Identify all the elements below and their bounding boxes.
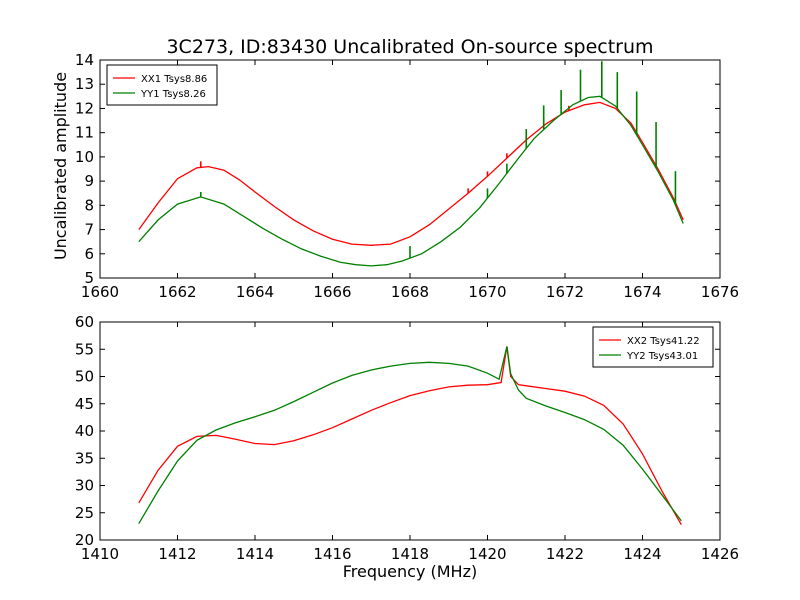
legend-label: YY1 Tsys8.26	[140, 89, 206, 100]
x-tick-label: 1662	[158, 283, 196, 301]
y-tick-label: 20	[75, 531, 94, 549]
x-tick-label: 1424	[623, 545, 661, 563]
x-tick-label: 1672	[546, 283, 584, 301]
top-plot: 1660 1662 1664 1666 1668 1670 1672 1674 1676 5 6 7 8…	[75, 51, 739, 301]
y-axis-label: Uncalibrated amplitude	[51, 72, 70, 260]
y-tick-label: 30	[75, 477, 94, 495]
y-tick-label: 60	[75, 313, 94, 331]
y-tick-label: 50	[75, 368, 94, 386]
y-tick-label: 40	[75, 422, 94, 440]
top-legend	[106, 64, 218, 106]
x-tick-label: 1660	[81, 283, 119, 301]
y-tick-label: 7	[84, 221, 94, 239]
x-tick-label: 1676	[701, 283, 739, 301]
series-line-bottom-1	[138, 346, 682, 526]
y-tick-label: 8	[84, 196, 94, 214]
legend-label: YY2 Tsys43.01	[626, 351, 698, 362]
x-tick-label: 1418	[391, 545, 429, 563]
x-tick-label: 1422	[546, 545, 584, 563]
y-tick-label: 45	[75, 395, 94, 413]
y-tick-label: 13	[75, 75, 94, 93]
bottom-legend	[592, 326, 714, 368]
x-tick-label: 1670	[468, 283, 506, 301]
y-tick-label: 55	[75, 340, 94, 358]
x-tick-label: 1666	[313, 283, 351, 301]
y-tick-label: 9	[84, 172, 94, 190]
bottom-plot: 1410 1412 1414 1416 1418 1420 1422 1424 1426 20 25…	[75, 313, 739, 563]
y-tick-label: 25	[75, 504, 94, 522]
x-tick-label: 1674	[623, 283, 661, 301]
y-tick-label: 35	[75, 449, 94, 467]
x-tick-label: 1412	[158, 545, 196, 563]
legend-label: XX2 Tsys41.22	[627, 336, 700, 347]
y-tick-label: 11	[75, 124, 94, 142]
x-tick-label: 1410	[81, 545, 119, 563]
x-tick-label: 1664	[236, 283, 274, 301]
legend-label: XX1 Tsys8.86	[141, 74, 207, 85]
y-tick-label: 6	[84, 245, 94, 263]
series-line-top-2	[138, 95, 684, 267]
x-tick-label: 1414	[236, 545, 274, 563]
y-tick-label: 10	[75, 148, 94, 166]
x-tick-label: 1426	[701, 545, 739, 563]
series-line-top-1	[138, 101, 684, 246]
x-tick-label: 1416	[313, 545, 351, 563]
y-tick-label: 12	[75, 99, 94, 117]
series-line-bottom-2	[138, 346, 682, 524]
x-tick-label: 1420	[468, 545, 506, 563]
y-tick-label: 14	[75, 51, 94, 69]
figure-title: 3C273, ID:83430 Uncalibrated On-source s…	[166, 36, 653, 58]
x-tick-label: 1668	[391, 283, 429, 301]
y-tick-label: 5	[84, 269, 94, 287]
x-axis-label: Frequency (MHz)	[343, 562, 477, 581]
